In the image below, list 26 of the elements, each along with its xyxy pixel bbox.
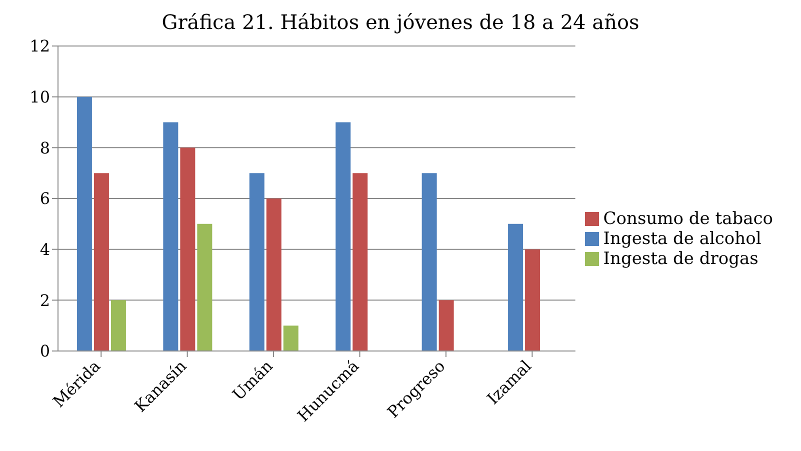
bar — [266, 198, 282, 351]
bar — [438, 300, 454, 351]
bar — [197, 224, 212, 351]
bar — [163, 122, 178, 351]
bar — [110, 300, 126, 351]
y-tick-label: 0 — [40, 342, 50, 361]
bar — [283, 326, 298, 351]
y-tick-label: 10 — [30, 88, 50, 107]
y-tick-label: 4 — [40, 240, 50, 260]
bar — [422, 173, 437, 351]
y-tick-label: 2 — [40, 290, 50, 310]
bar — [76, 96, 92, 351]
y-tick-label: 12 — [30, 36, 50, 56]
bar — [180, 148, 196, 351]
bar — [94, 173, 109, 351]
bar — [352, 173, 368, 351]
bar — [249, 173, 264, 351]
legend-label: Ingesta de drogas — [603, 248, 758, 268]
bar — [525, 249, 540, 351]
legend-label: Consumo de tabaco — [603, 208, 773, 228]
bar — [336, 122, 351, 351]
chart-title: Gráfica 21. Hábitos en jóvenes de 18 a 24 años — [160, 9, 640, 36]
y-tick-label: 8 — [40, 138, 50, 158]
bar — [508, 224, 524, 351]
legend-label: Ingesta de alcohol — [603, 228, 762, 248]
y-tick-label: 6 — [40, 189, 50, 208]
